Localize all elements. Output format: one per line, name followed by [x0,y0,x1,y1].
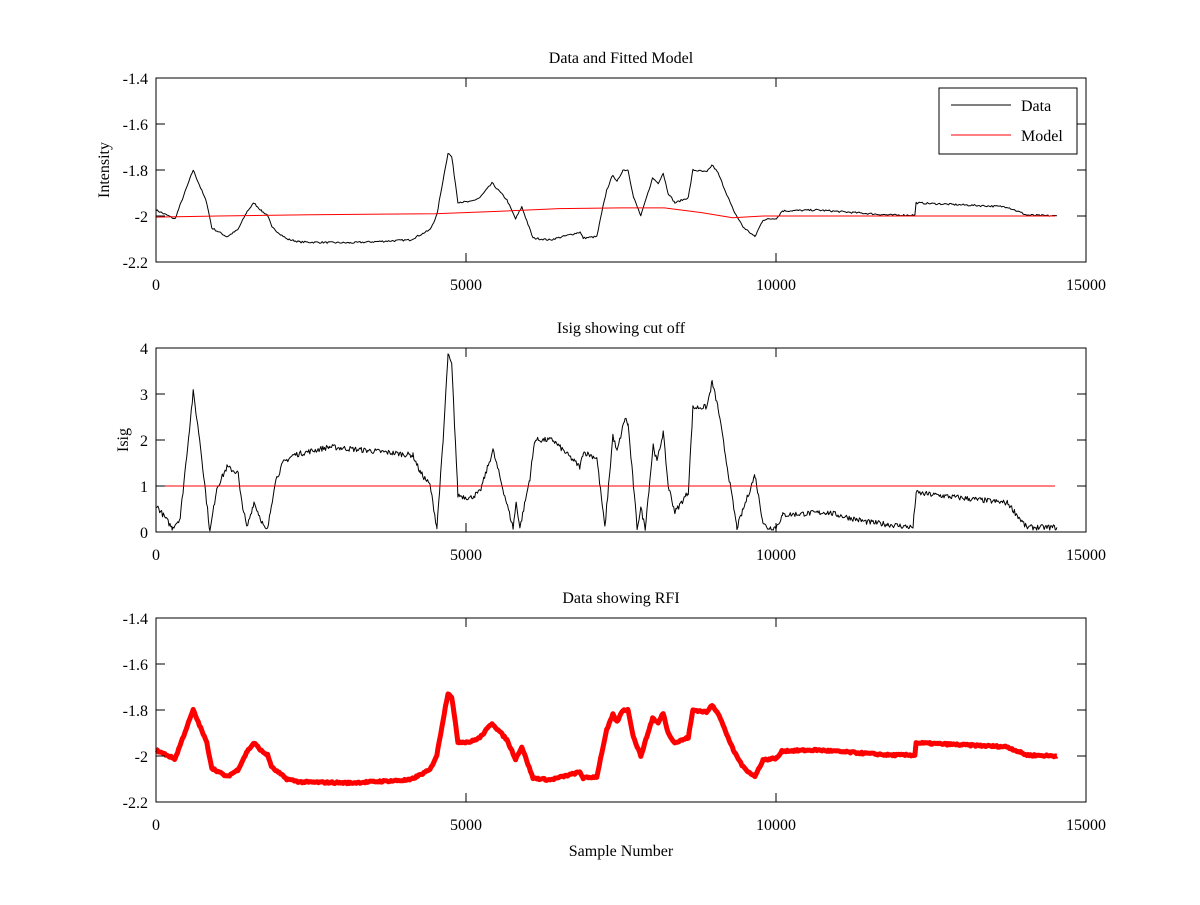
x-tick-label: 0 [152,817,160,834]
legend: Data Model [938,87,1078,155]
subplot-title: Data and Fitted Model [549,50,694,67]
subplot-title: Data showing RFI [562,590,679,607]
y-tick-label: -2.2 [123,255,148,272]
subplot-2: 0 5000 10000 15000 0 1 2 3 4 Isig showing cut off… [115,320,1106,564]
axes-box [155,347,1087,533]
y-tick-label: -1.8 [123,163,148,180]
series-line-isig [155,353,1058,532]
y-axis-label: Isig [115,428,132,452]
y-tick-label: 4 [140,341,148,358]
y-tick-label: 2 [140,433,148,450]
y-tick-label: -1.4 [123,71,148,88]
x-axis-label: Sample Number [569,843,674,860]
x-tick-label: 0 [152,547,160,564]
x-tick-label: 5000 [450,817,482,834]
series-line-data-rfi-flagged- [154,691,1060,787]
series-line-model [155,207,1055,219]
y-axis-label: Intensity [96,142,113,198]
x-tick-label: 10000 [756,277,796,294]
y-tick-label: -1.6 [123,657,148,674]
x-tick-label: 5000 [450,277,482,294]
x-tick-label: 10000 [756,547,796,564]
y-tick-label: 1 [140,479,148,496]
x-tick-label: 15000 [1066,547,1106,564]
x-tick-label: 5000 [450,547,482,564]
series-line-data [155,152,1058,244]
y-tick-label: 3 [140,387,148,404]
x-tick-label: 15000 [1066,817,1106,834]
x-tick-label: 0 [152,277,160,294]
legend-label-model: Model [1021,128,1063,145]
x-tick-label: 10000 [756,817,796,834]
y-tick-label: 0 [140,525,148,542]
subplot-3: 0 5000 10000 15000 -2.2 -2 -1.8 -1.6 -1.4 Data sh… [123,590,1106,860]
y-tick-label: -1.8 [123,703,148,720]
y-tick-label: -2 [135,749,148,766]
y-tick-label: -2 [135,209,148,226]
subplot-1: 0 5000 10000 15000 -2.2 -2 -1.8 -1.6 -1.4 Data an… [96,50,1106,294]
y-tick-label: -2.2 [123,795,148,812]
y-tick-label: -1.4 [123,611,148,628]
legend-label-data: Data [1021,98,1051,115]
subplot-title: Isig showing cut off [557,320,686,337]
x-tick-label: 15000 [1066,277,1106,294]
y-tick-label: -1.6 [123,117,148,134]
legend-box [938,87,1078,155]
